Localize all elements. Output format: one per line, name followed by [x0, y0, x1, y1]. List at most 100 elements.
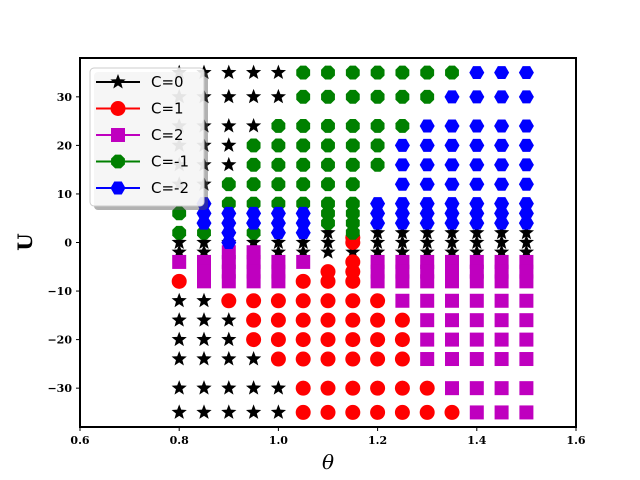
x-tick-label: 1.2 — [368, 434, 387, 447]
data-point — [469, 158, 485, 172]
data-point — [494, 216, 510, 230]
data-point — [444, 119, 460, 133]
data-point — [221, 236, 237, 249]
data-point — [221, 137, 237, 152]
legend-marker — [111, 154, 125, 169]
data-point — [494, 381, 509, 396]
x-tick-label: 0.6 — [70, 434, 89, 447]
data-point — [270, 244, 287, 259]
data-point — [196, 404, 212, 419]
data-point — [518, 66, 534, 80]
data-point — [221, 404, 237, 419]
data-point — [494, 405, 509, 420]
data-point — [494, 293, 509, 308]
data-point — [270, 64, 287, 80]
data-point — [469, 274, 484, 289]
data-point — [494, 352, 509, 367]
legend-label: C=0 — [151, 73, 184, 91]
data-point — [296, 254, 311, 269]
data-point — [493, 234, 510, 249]
data-point — [518, 177, 534, 191]
data-point — [519, 313, 534, 328]
data-point — [469, 332, 484, 347]
x-axis-ticks: 0.6 0.8 1.0 1.2 1.4 1.6 — [70, 427, 586, 447]
data-point — [494, 177, 510, 191]
data-point — [345, 293, 361, 309]
data-point — [345, 157, 360, 172]
data-point — [445, 381, 459, 396]
data-point — [444, 404, 460, 420]
y-axis-ticks: −30 −20 −10 0 10 20 30 — [47, 91, 80, 395]
data-point — [369, 244, 386, 259]
data-point — [519, 293, 534, 308]
data-point — [171, 244, 187, 259]
series-c-2 — [172, 245, 534, 420]
data-point — [370, 293, 386, 309]
x-tick-label: 1.0 — [269, 434, 288, 447]
data-point — [196, 244, 212, 259]
data-point — [469, 224, 485, 240]
legend-marker — [110, 101, 126, 116]
data-point — [518, 224, 535, 240]
data-point — [320, 380, 336, 396]
legend-label: C=2 — [151, 126, 184, 144]
data-point — [196, 216, 212, 230]
y-tick-label: −20 — [47, 334, 72, 347]
data-point — [370, 312, 386, 328]
data-point — [271, 157, 286, 172]
data-point — [320, 234, 336, 249]
data-point — [196, 351, 212, 366]
data-point — [395, 65, 410, 80]
data-point — [469, 293, 484, 308]
y-axis-label: U — [13, 233, 37, 250]
data-point — [444, 138, 460, 152]
data-point — [345, 351, 361, 367]
data-point — [419, 380, 435, 396]
series-c--2 — [196, 66, 534, 249]
data-point — [469, 313, 484, 328]
data-point — [245, 234, 262, 249]
data-point — [295, 293, 311, 309]
data-point — [420, 313, 435, 328]
data-point — [270, 234, 287, 249]
data-point — [419, 216, 435, 230]
data-point — [171, 292, 187, 308]
data-point — [419, 138, 435, 152]
data-point — [321, 138, 335, 153]
data-point — [445, 313, 459, 328]
data-point — [246, 157, 261, 172]
data-point — [419, 224, 435, 240]
data-point — [419, 404, 435, 420]
data-point — [493, 224, 510, 240]
data-point — [270, 312, 286, 328]
data-point — [345, 332, 361, 348]
data-point — [494, 66, 510, 80]
data-point — [295, 404, 311, 420]
data-point — [295, 380, 311, 396]
data-point — [519, 381, 534, 396]
x-tick-label: 1.4 — [467, 434, 486, 447]
data-point — [494, 158, 510, 172]
data-point — [245, 404, 262, 419]
data-point — [196, 331, 212, 347]
data-point — [270, 293, 286, 309]
x-tick-label: 1.6 — [566, 434, 585, 447]
data-point — [518, 158, 534, 172]
data-point — [345, 380, 361, 396]
data-point — [369, 234, 386, 249]
data-point — [445, 332, 459, 347]
data-point — [370, 65, 385, 80]
data-point — [494, 119, 510, 133]
data-point — [171, 351, 187, 366]
data-point — [221, 88, 237, 104]
data-point — [271, 138, 286, 153]
legend-marker — [111, 128, 125, 142]
x-tick-label: 0.8 — [170, 434, 189, 447]
data-point — [469, 90, 485, 104]
data-point — [444, 234, 460, 249]
data-point — [445, 274, 459, 289]
data-point — [345, 244, 361, 259]
data-point — [419, 158, 435, 172]
data-point — [221, 380, 237, 395]
data-point — [345, 254, 361, 270]
